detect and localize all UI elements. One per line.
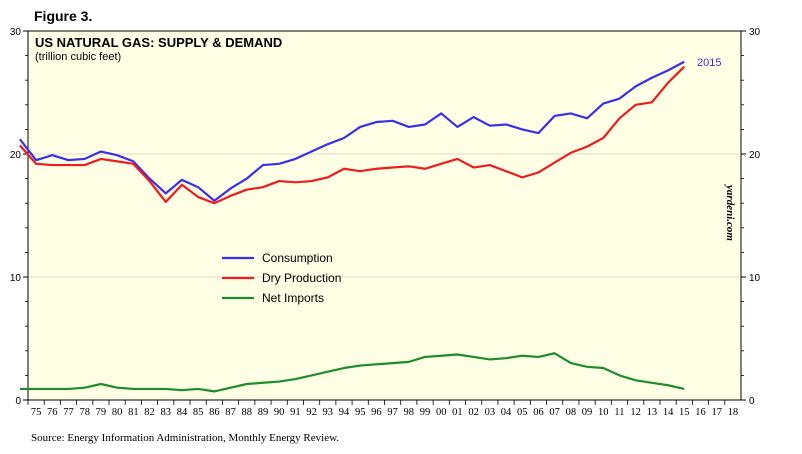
y-tick-label-right: 10 (749, 273, 761, 284)
x-tick-label: 90 (274, 407, 285, 418)
x-tick-label: 98 (404, 407, 415, 418)
x-tick-label: 17 (711, 407, 722, 418)
series-line-dry-production (19, 65, 686, 205)
x-tick-label: 75 (31, 407, 42, 418)
y-tick-label-left: 30 (10, 27, 22, 38)
x-tick-label: 02 (468, 407, 479, 418)
x-tick-label: 05 (517, 407, 528, 418)
y-tick-label-left: 20 (10, 150, 22, 161)
x-tick-label: 06 (533, 407, 544, 418)
x-tick-label: 10 (598, 407, 609, 418)
y-axis-left: 0 10 20 30 (10, 27, 28, 407)
x-tick-label: 94 (339, 407, 350, 418)
x-tick-label: 15 (679, 407, 690, 418)
x-tick-label: 77 (63, 407, 74, 418)
x-tick-label: 14 (663, 407, 674, 418)
x-tick-label: 08 (566, 407, 577, 418)
x-tick-label: 86 (209, 407, 220, 418)
x-tick-label: 79 (96, 407, 107, 418)
x-tick-label: 13 (647, 407, 658, 418)
y-axis-right: 0 10 20 30 (741, 27, 761, 407)
chart-subtitle: (trillion cubic feet) (35, 51, 121, 63)
x-tick-label: 18 (728, 407, 739, 418)
x-tick-label: 16 (695, 407, 706, 418)
x-tick-label: 76 (47, 407, 58, 418)
gridlines (28, 153, 741, 278)
chart-title: US NATURAL GAS: SUPPLY & DEMAND (35, 35, 282, 50)
y-tick-label-right: 20 (749, 150, 761, 161)
x-tick-label: 93 (323, 407, 334, 418)
legend-label-dry-production: Dry Production (262, 271, 341, 285)
legend-label-consumption: Consumption (262, 251, 333, 265)
y-tick-label-right: 0 (749, 396, 755, 407)
annotation-2015: 2015 (697, 57, 721, 69)
series-line-consumption (19, 60, 685, 202)
series-lines (19, 60, 686, 393)
legend: Consumption Dry Production Net Imports (222, 251, 341, 305)
x-tick-label: 11 (614, 407, 624, 418)
y-tick-label-left: 0 (15, 396, 21, 407)
x-tick-label: 12 (630, 407, 641, 418)
y-tick-label-left: 10 (10, 273, 22, 284)
x-tick-label: 95 (355, 407, 366, 418)
x-tick-label: 03 (485, 407, 496, 418)
x-tick-label: 88 (242, 407, 253, 418)
plot-area (27, 30, 742, 401)
x-tick-label: 81 (128, 407, 139, 418)
x-tick-label: 04 (501, 407, 512, 418)
x-tick-label: 85 (193, 407, 204, 418)
x-tick-label: 92 (306, 407, 317, 418)
x-tick-label: 80 (112, 407, 123, 418)
x-tick-label: 09 (582, 407, 593, 418)
x-tick-label: 78 (79, 407, 90, 418)
x-tick-label: 87 (225, 407, 236, 418)
legend-label-net-imports: Net Imports (262, 291, 324, 305)
x-tick-label: 97 (387, 407, 398, 418)
x-tick-label: 07 (549, 407, 560, 418)
figure-label: Figure 3. (34, 8, 92, 24)
source-note: Source: Energy Information Administratio… (31, 432, 339, 444)
series-line-net-imports (19, 352, 685, 393)
x-tick-label: 83 (160, 407, 171, 418)
watermark: yardeni.com (724, 183, 736, 241)
x-tick-label: 91 (290, 407, 301, 418)
x-tick-label: 96 (371, 407, 382, 418)
x-axis: 75 76 77 78 79 80 81 82 83 84 85 86 87 88 89 90 91 92 93 94… (27, 400, 739, 418)
x-tick-label: 82 (144, 407, 155, 418)
y-tick-label-right: 30 (749, 27, 761, 38)
x-tick-label: 84 (177, 407, 188, 418)
x-tick-label: 89 (258, 407, 269, 418)
x-tick-label: 00 (436, 407, 447, 418)
x-tick-label: 01 (452, 407, 463, 418)
x-tick-label: 99 (420, 407, 431, 418)
